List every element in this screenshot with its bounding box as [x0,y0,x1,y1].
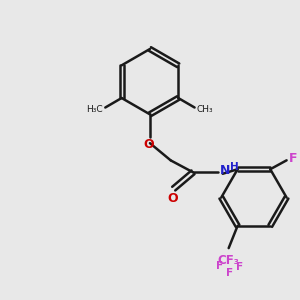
Text: O: O [143,138,154,151]
Text: F: F [216,261,223,271]
Text: N: N [220,164,230,177]
Text: F: F [226,268,233,278]
Text: H: H [230,162,238,172]
Text: O: O [167,192,178,205]
Text: F: F [289,152,297,165]
Text: CH₃: CH₃ [197,105,213,114]
Text: H₃C: H₃C [87,105,103,114]
Text: F: F [236,262,243,272]
Text: CF₃: CF₃ [218,254,240,267]
